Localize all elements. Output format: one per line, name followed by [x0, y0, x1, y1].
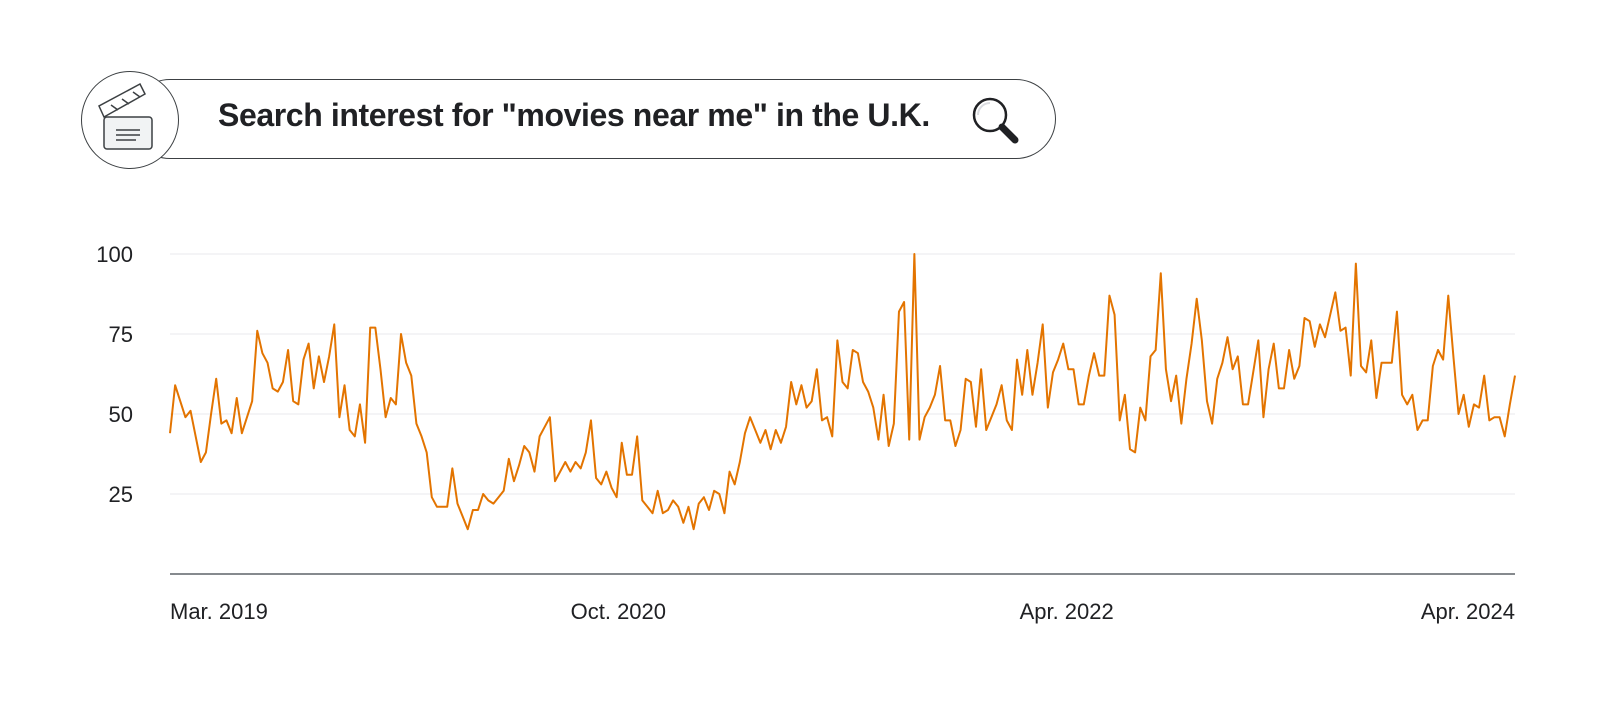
magnifier-icon [972, 97, 1019, 144]
y-tick-label: 100 [96, 242, 133, 267]
y-tick-label: 50 [109, 402, 133, 427]
y-tick-label: 25 [109, 482, 133, 507]
page-title: Search interest for "movies near me" in … [218, 97, 930, 133]
x-tick-label: Apr. 2024 [1421, 599, 1515, 624]
y-tick-label: 75 [109, 322, 133, 347]
series-line [169, 253, 1516, 531]
x-tick-label: Oct. 2020 [571, 599, 666, 624]
x-tick-label: Mar. 2019 [170, 599, 268, 624]
clapperboard-icon [81, 71, 179, 169]
search-bar [130, 79, 1056, 159]
x-tick-label: Apr. 2022 [1020, 599, 1114, 624]
